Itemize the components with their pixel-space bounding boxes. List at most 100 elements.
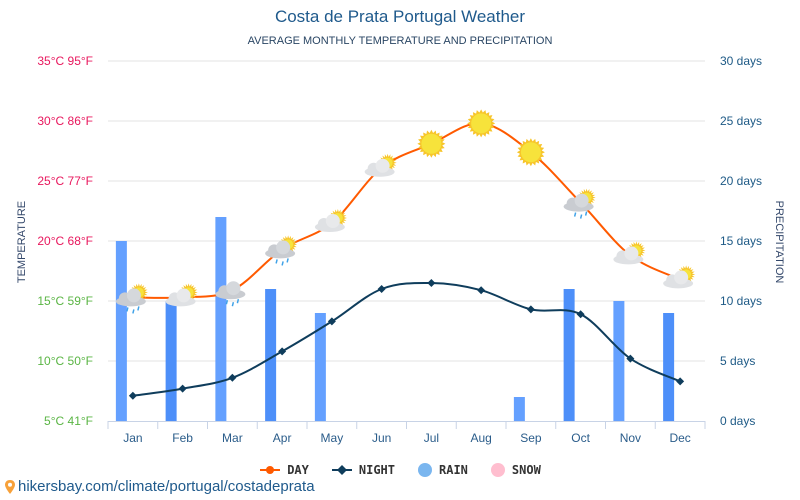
- cloud-sun-icon: [613, 241, 646, 265]
- rain-drop: [137, 306, 140, 311]
- left-tick-label: 35°C 95°F: [37, 54, 93, 68]
- night-point: [377, 285, 386, 293]
- legend: DAY NIGHT RAIN SNOW: [0, 462, 800, 478]
- cloud-sun-icon: [364, 153, 397, 177]
- x-tick-label: Jun: [372, 431, 391, 445]
- legend-label-night: NIGHT: [358, 463, 395, 477]
- left-tick-label: 20°C 68°F: [37, 234, 93, 248]
- right-tick-label: 10 days: [720, 294, 762, 308]
- x-tick-label: Sep: [520, 431, 542, 445]
- rain-drop: [225, 300, 229, 305]
- sun-disc: [421, 133, 442, 154]
- rain-drop: [286, 258, 289, 263]
- legend-item-day[interactable]: DAY: [259, 462, 309, 478]
- x-tick-label: Aug: [470, 431, 491, 445]
- right-tick-label: 15 days: [720, 234, 762, 248]
- cloud-puff: [226, 281, 241, 296]
- night-point: [327, 317, 336, 326]
- source-url[interactable]: hikersbay.com/climate/portugal/costadepr…: [18, 478, 315, 495]
- rain-bar: [663, 313, 675, 421]
- legend-label-day: DAY: [287, 463, 309, 477]
- chart-subtitle: AVERAGE MONTHLY TEMPERATURE AND PRECIPIT…: [247, 35, 553, 47]
- rain-drop: [584, 211, 588, 216]
- cloud-puff: [574, 193, 589, 208]
- rain-bar: [314, 313, 326, 421]
- cloud-puff: [674, 270, 689, 285]
- night-point: [526, 305, 535, 314]
- cloud-puff: [126, 288, 141, 303]
- x-axis: Jan Feb Mar Apr May Jun Jul Aug Sep Oct Nov Dec: [107, 421, 706, 445]
- weather-icons: [115, 109, 696, 314]
- x-tick-label: Nov: [620, 431, 641, 445]
- rain-bars: [115, 217, 675, 421]
- cloud-sun-rain-icon: [115, 283, 148, 314]
- rain-drop: [126, 307, 129, 312]
- sun-icon: [516, 138, 545, 167]
- cloud-sun-icon: [314, 209, 347, 232]
- legend-label-rain: RAIN: [439, 463, 468, 477]
- x-tick-label: Apr: [273, 431, 292, 445]
- legend-item-snow[interactable]: SNOW: [490, 462, 541, 478]
- night-point: [278, 347, 287, 356]
- map-pin-icon: [5, 479, 15, 494]
- cloud-rain-icon: [215, 281, 246, 307]
- x-tick-label: May: [321, 431, 344, 445]
- night-point: [427, 279, 436, 287]
- left-tick-label: 30°C 86°F: [37, 114, 93, 128]
- left-tick-label: 15°C 59°F: [37, 294, 93, 308]
- snow-dot-icon: [490, 463, 505, 477]
- cloud-sun-icon: [663, 265, 696, 289]
- night-line: [132, 281, 681, 397]
- x-tick-label: Mar: [222, 431, 243, 445]
- night-point: [477, 286, 486, 295]
- rain-bar: [563, 289, 575, 421]
- cloud-puff: [624, 246, 639, 261]
- x-tick-label: Dec: [669, 431, 690, 445]
- night-series: [128, 279, 685, 400]
- cloud-sun-rain-icon: [563, 188, 596, 219]
- rain-drop: [236, 299, 240, 304]
- right-tick-label: 20 days: [720, 174, 762, 188]
- x-tick-label: Feb: [172, 431, 193, 445]
- rain-drop: [573, 212, 577, 217]
- right-tick-label: 30 days: [720, 54, 762, 68]
- left-axis-title: TEMPERATURE: [16, 201, 28, 283]
- rain-drop: [579, 214, 583, 219]
- night-point: [128, 391, 137, 400]
- sun-icon: [467, 109, 496, 138]
- right-tick-label: 25 days: [720, 114, 762, 128]
- gridlines: [108, 60, 705, 362]
- sun-disc: [471, 113, 492, 134]
- left-tick-label: 10°C 50°F: [37, 354, 93, 368]
- right-tick-label: 0 days: [720, 414, 755, 428]
- source-link[interactable]: hikersbay.com/climate/portugal/costadepr…: [4, 478, 315, 495]
- day-line-icon: [260, 466, 281, 474]
- legend-label-snow: SNOW: [511, 463, 541, 477]
- rain-bar: [613, 301, 625, 421]
- rain-dot-icon: [418, 463, 432, 477]
- day-line: [132, 122, 681, 299]
- right-tick-label: 5 days: [720, 354, 755, 368]
- rain-drop: [231, 302, 235, 307]
- right-axis-title: PRECIPITATION: [773, 201, 785, 284]
- chart-title: Costa de Prata Portugal Weather: [274, 7, 526, 26]
- rain-bar: [513, 397, 525, 421]
- rain-drop: [132, 309, 135, 314]
- cloud-puff: [276, 240, 291, 255]
- night-point: [626, 354, 635, 363]
- legend-item-rain[interactable]: RAIN: [417, 462, 468, 478]
- rain-bar: [265, 289, 277, 421]
- right-axis-ticks: 30 days 25 days 20 days 15 days 10 days 5 day…: [720, 54, 762, 428]
- rain-bar: [165, 301, 177, 421]
- night-line-icon: [331, 465, 352, 475]
- night-point: [228, 373, 237, 382]
- x-tick-label: Jul: [424, 431, 439, 445]
- x-tick-label: Jan: [123, 431, 142, 445]
- sun-icon: [417, 129, 446, 158]
- cloud-puff: [325, 214, 340, 228]
- rain-drop: [275, 259, 278, 264]
- rain-bar: [215, 217, 227, 421]
- legend-item-night[interactable]: NIGHT: [331, 462, 395, 478]
- night-point: [676, 377, 685, 386]
